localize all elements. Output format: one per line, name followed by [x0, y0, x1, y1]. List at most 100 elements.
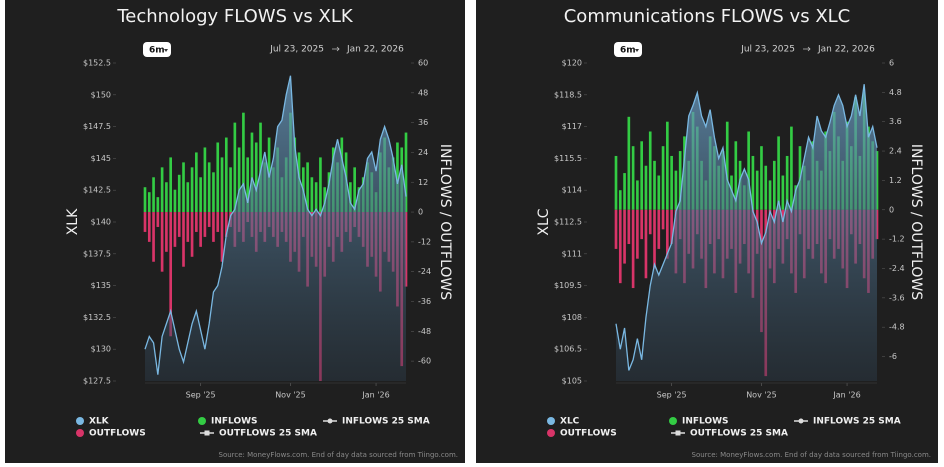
outflow-bar [216, 212, 220, 232]
range-button-bg[interactable] [614, 42, 642, 57]
y-tick-label: $120 [562, 59, 582, 68]
source-note: Source: MoneyFlows.com. End of day data … [219, 451, 459, 459]
inflow-bar [246, 157, 250, 213]
outflow-bar [165, 212, 168, 252]
x-tick-label: Nov '25 [746, 391, 777, 400]
range-button-bg[interactable] [143, 42, 171, 57]
inflow-bar [404, 132, 408, 213]
y-tick-label: $118.5 [554, 90, 582, 99]
inflow-bar [666, 121, 669, 210]
inflow-bar [229, 167, 232, 213]
inflow-bar [623, 173, 626, 210]
y-tick-label: $152.5 [83, 59, 111, 68]
y-tick-label: $147.5 [83, 122, 111, 131]
inflow-bar [195, 152, 198, 213]
y2-axis-label: INFLOWS / OUTFLOWS [437, 144, 453, 300]
y2-tick-label: -2.4 [889, 264, 905, 273]
inflow-bar [631, 146, 635, 210]
y-tick-label: $145 [91, 154, 111, 163]
y2-tick-label: 4.8 [889, 88, 902, 97]
legend-marker [547, 429, 555, 437]
date-end: Jan 22, 2026 [346, 45, 404, 55]
legend-label: OUTFLOWS 25 SMA [690, 429, 788, 439]
inflow-bar [306, 162, 309, 213]
outflow-bar [173, 212, 177, 247]
y2-tick-label: 48 [418, 88, 428, 97]
outflow-bar [648, 209, 652, 235]
x-tick-label: Sep '25 [186, 391, 216, 400]
y2-tick-label: 36 [418, 118, 428, 127]
legend-label: XLK [89, 417, 110, 427]
date-start: Jul 23, 2025 [740, 45, 795, 55]
inflow-bar [199, 177, 202, 213]
range-button[interactable]: 6m [143, 42, 171, 57]
legend-label: XLC [560, 417, 580, 427]
y-tick-label: $109.5 [554, 281, 582, 290]
inflow-bar [764, 165, 768, 210]
outflow-bar [653, 209, 656, 269]
inflow-bar [156, 197, 160, 213]
outflow-bar [152, 212, 155, 262]
legend-marker [669, 417, 677, 425]
range-button-label[interactable]: 6m [620, 46, 636, 56]
inflow-bar [755, 170, 759, 210]
outflow-bar [207, 212, 211, 227]
chart-panel: Technology FLOWS vs XLK 6m Jul 23, 2025 Jan… [5, 0, 465, 463]
range-button-caret[interactable] [164, 49, 168, 52]
inflow-bar [760, 146, 763, 210]
inflow-bar [319, 157, 322, 213]
inflow-bar [237, 147, 241, 213]
y2-tick-label: -1.2 [889, 235, 905, 244]
y2-tick-label: -60 [418, 357, 431, 366]
legend-label: OUTFLOWS 25 SMA [219, 429, 317, 439]
legend-marker [798, 418, 804, 424]
inflow-bar [772, 160, 776, 210]
y2-tick-label: 0 [418, 208, 423, 217]
inflow-bar [216, 142, 220, 213]
inflow-bar [314, 182, 318, 213]
y2-tick-label: -12 [418, 237, 431, 246]
legend-label: INFLOWS 25 SMA [342, 417, 430, 427]
y2-tick-label: -48 [418, 327, 431, 336]
x-tick-label: Sep '25 [657, 391, 687, 400]
inflow-bar [152, 177, 155, 213]
inflow-bar [190, 167, 194, 213]
legend-marker [675, 430, 681, 436]
range-button-label[interactable]: 6m [149, 46, 165, 56]
inflow-bar [203, 147, 207, 213]
inflow-bar [777, 136, 780, 210]
legend-label: INFLOWS 25 SMA [813, 417, 901, 427]
inflow-bar [349, 182, 352, 213]
inflow-bar [259, 122, 262, 213]
inflow-bar [353, 167, 356, 213]
outflow-bar [640, 209, 643, 240]
y2-tick-label: 60 [418, 59, 428, 68]
chart-title: Technology FLOWS vs XLK [116, 6, 354, 27]
legend-label: INFLOWS [211, 417, 258, 427]
inflow-bar [186, 182, 190, 213]
y-tick-label: $112.5 [554, 218, 582, 227]
x-tick-label: Jan '26 [832, 391, 860, 400]
y-axis-label: XLK [65, 208, 81, 235]
outflow-bar [644, 209, 648, 279]
range-button-caret[interactable] [635, 49, 639, 52]
inflow-bar [751, 155, 755, 210]
legend-marker [198, 417, 206, 425]
inflow-bar [785, 155, 789, 210]
y-tick-label: $108 [562, 313, 582, 322]
inflow-bar [644, 165, 648, 210]
outflow-bar [195, 212, 198, 232]
inflow-bar [254, 142, 258, 213]
chart-title: Communications FLOWS vs XLC [564, 6, 851, 27]
inflow-bar [242, 112, 245, 213]
range-button[interactable]: 6m [614, 42, 642, 57]
inflow-bar [323, 187, 327, 213]
inflow-bar [678, 151, 682, 210]
y2-tick-label: -36 [418, 297, 431, 306]
outflow-bar [618, 209, 622, 284]
outflow-bar [203, 212, 207, 237]
y-tick-label: $132.5 [83, 313, 111, 322]
date-end: Jan 22, 2026 [817, 45, 875, 55]
outflow-bar [160, 212, 164, 272]
